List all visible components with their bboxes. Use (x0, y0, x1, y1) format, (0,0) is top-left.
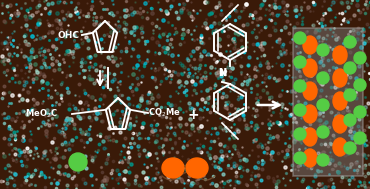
Text: CO$_2$Me: CO$_2$Me (148, 107, 181, 119)
Circle shape (317, 126, 329, 138)
Circle shape (294, 128, 306, 140)
Text: +: + (187, 108, 199, 122)
Ellipse shape (303, 105, 317, 123)
Bar (293, 28, 363, 176)
Text: N: N (218, 68, 226, 78)
Circle shape (317, 44, 329, 56)
Ellipse shape (333, 115, 347, 133)
Circle shape (294, 104, 306, 116)
Ellipse shape (162, 158, 184, 178)
Ellipse shape (333, 69, 347, 87)
Circle shape (317, 72, 329, 84)
Text: N: N (218, 68, 226, 78)
Circle shape (294, 80, 306, 92)
Ellipse shape (333, 46, 347, 64)
Circle shape (317, 99, 329, 111)
Text: OHC: OHC (58, 30, 80, 40)
Ellipse shape (303, 82, 317, 100)
Ellipse shape (303, 59, 317, 77)
Ellipse shape (303, 36, 317, 54)
Circle shape (354, 52, 366, 64)
Circle shape (294, 32, 306, 44)
Circle shape (344, 114, 356, 126)
Text: MeO$_2$C: MeO$_2$C (25, 108, 58, 120)
Circle shape (317, 154, 329, 166)
Circle shape (344, 62, 356, 74)
Circle shape (354, 79, 366, 91)
Ellipse shape (303, 149, 317, 167)
Ellipse shape (333, 92, 347, 110)
Circle shape (344, 36, 356, 48)
Ellipse shape (333, 138, 347, 156)
Circle shape (344, 142, 356, 154)
Circle shape (354, 106, 366, 118)
Circle shape (294, 152, 306, 164)
Ellipse shape (186, 158, 208, 178)
Circle shape (294, 56, 306, 68)
Circle shape (344, 89, 356, 101)
Circle shape (354, 132, 366, 144)
Ellipse shape (303, 128, 317, 146)
Circle shape (69, 153, 87, 171)
